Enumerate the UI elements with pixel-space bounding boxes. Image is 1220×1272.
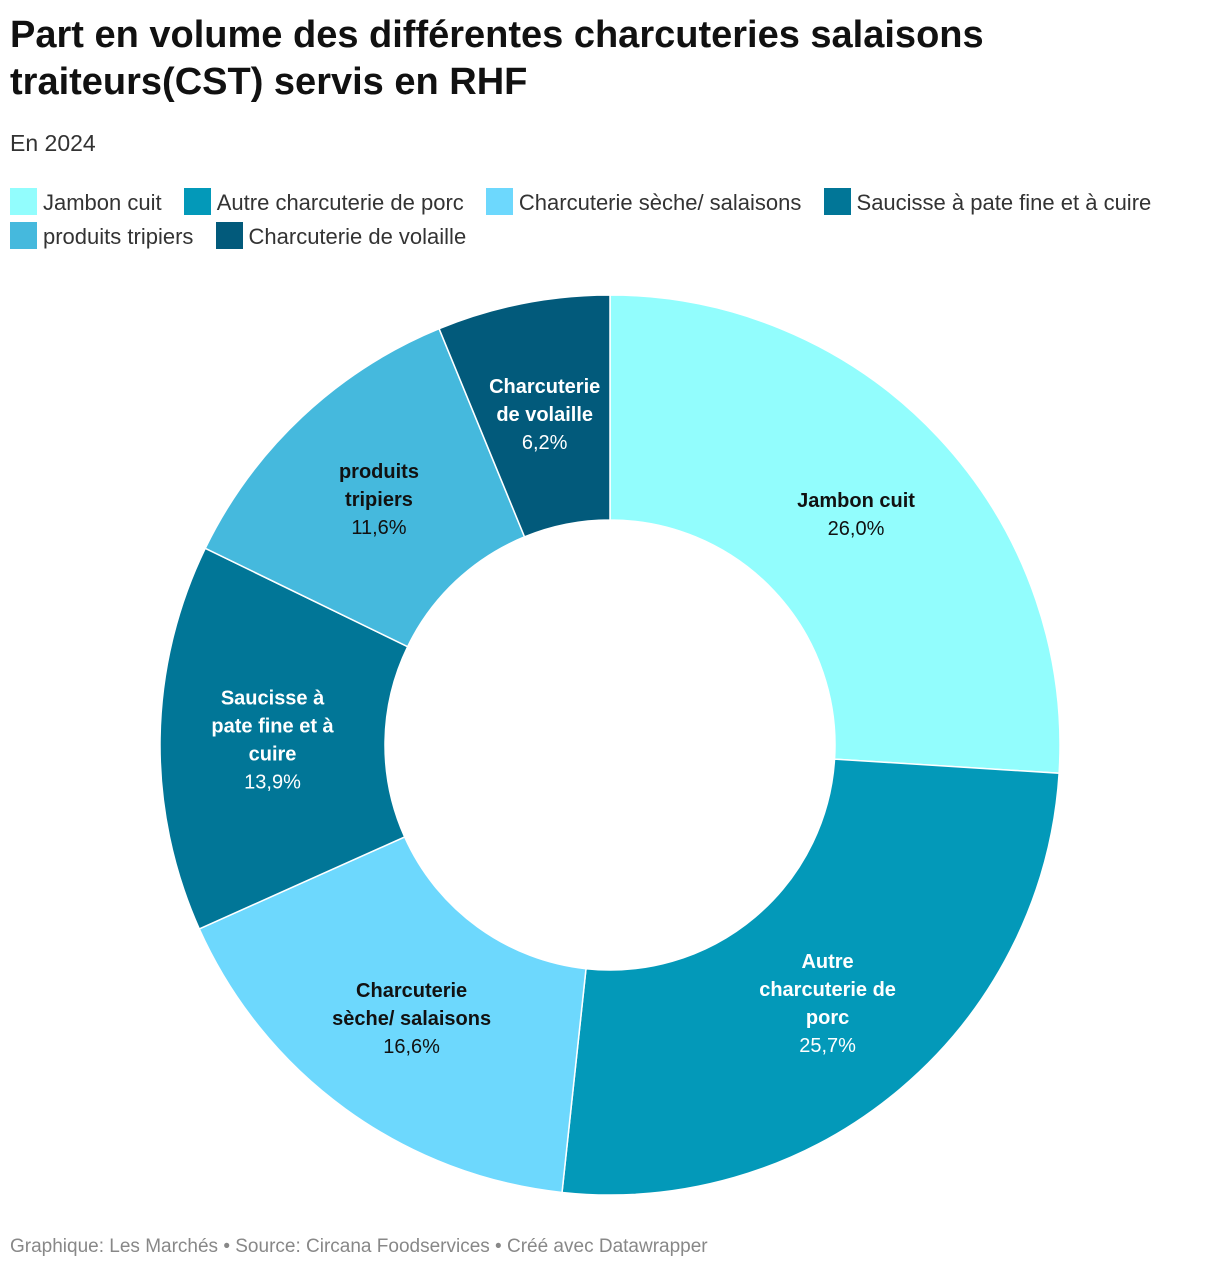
legend-item: Charcuterie sèche/ salaisons	[485, 188, 802, 215]
donut-chart: Jambon cuit 26,0% Autre charcuterie de porc 2…	[159, 294, 1061, 1196]
legend-swatch	[485, 188, 513, 215]
donut-slice	[561, 758, 1060, 1196]
slice-label: Charcuterie sèche/ salaisons 16,6%	[332, 980, 491, 1058]
slice-name-label: porc	[806, 1007, 849, 1029]
slice-label: Autre charcuterie de porc 25,7%	[759, 951, 896, 1057]
slice-label: Saucisse à pate fine et à cuire 13,9%	[211, 688, 334, 794]
legend: Jambon cuit Autre charcuterie de porc Ch…	[10, 186, 1205, 254]
legend-swatch	[10, 188, 37, 215]
slice-name-label: de volaille	[496, 404, 593, 426]
donut-slice	[438, 294, 611, 538]
donut-slice	[204, 327, 526, 648]
legend-label: Autre charcuterie de porc	[216, 190, 464, 215]
legend-swatch	[823, 188, 851, 215]
legend-label: Jambon cuit	[43, 190, 162, 215]
donut-slice	[198, 835, 587, 1194]
legend-item: Charcuterie de volaille	[215, 222, 467, 249]
legend-swatch	[215, 222, 243, 249]
legend-label: Saucisse à pate fine et à cuire	[856, 190, 1152, 215]
legend-label: Charcuterie de volaille	[248, 224, 467, 249]
slice-label: Charcuterie de volaille 6,2%	[489, 376, 600, 454]
legend-item: Saucisse à pate fine et à cuire	[823, 188, 1152, 215]
slice-value-label: 6,2%	[522, 432, 568, 454]
chart-subtitle: En 2024	[10, 130, 96, 156]
slice-label: Jambon cuit 26,0%	[797, 490, 915, 540]
slice-name-label: pate fine et à	[211, 716, 334, 738]
legend-item: Autre charcuterie de porc	[183, 188, 464, 215]
slice-name-label: Autre	[801, 951, 853, 973]
slice-name-label: Charcuterie	[356, 980, 467, 1002]
legend-item: produits tripiers	[10, 222, 194, 249]
legend-label: Charcuterie sèche/ salaisons	[518, 190, 802, 215]
slice-label: produits tripiers 11,6%	[339, 461, 419, 539]
slice-name-label: sèche/ salaisons	[332, 1008, 491, 1030]
chart-footer: Graphique: Les Marchés • Source: Circana…	[10, 1236, 708, 1257]
slice-name-label: Charcuterie	[489, 376, 600, 398]
slice-name-label: tripiers	[345, 489, 413, 511]
slice-value-label: 16,6%	[383, 1036, 440, 1058]
legend-item: Jambon cuit	[10, 188, 162, 215]
slice-value-label: 13,9%	[244, 772, 301, 794]
slice-value-label: 25,7%	[799, 1035, 856, 1057]
slice-name-label: Jambon cuit	[797, 490, 915, 512]
legend-swatch	[10, 222, 37, 249]
legend-label: produits tripiers	[43, 224, 194, 249]
chart-title: Part en volume des différentes charcuter…	[10, 14, 984, 103]
slice-name-label: charcuterie de	[759, 979, 896, 1001]
donut-slice	[609, 294, 1061, 775]
slice-name-label: cuire	[249, 744, 297, 766]
slice-name-label: produits	[339, 461, 419, 483]
slice-name-label: Saucisse à	[221, 688, 325, 710]
slice-value-label: 11,6%	[351, 517, 406, 539]
slice-value-label: 26,0%	[828, 518, 885, 540]
legend-swatch	[183, 188, 211, 215]
donut-slice	[159, 547, 409, 930]
